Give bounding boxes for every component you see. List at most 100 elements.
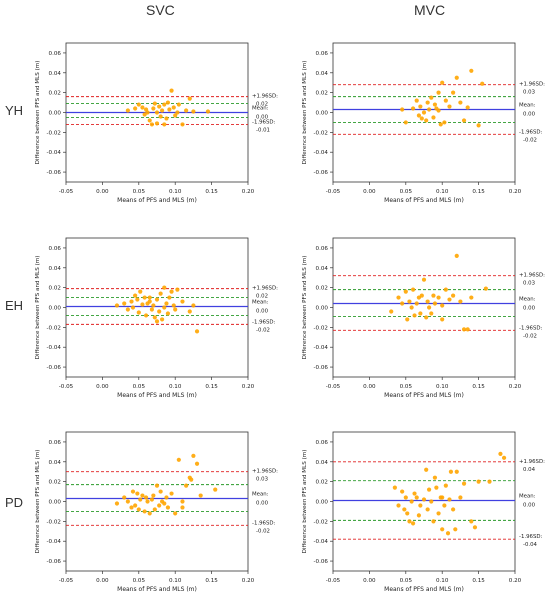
data-point xyxy=(164,301,169,306)
y-tick-label: 0.02 xyxy=(49,480,61,486)
y-axis-label: Difference between PFS and MLS (m) xyxy=(35,61,41,165)
chart-panel-yh-svc: -0.05 0.00 0.05 0.10 0.15 0.20 -0.06 -0.04 -0.02… xyxy=(35,42,278,204)
data-point xyxy=(157,104,162,109)
data-point xyxy=(164,495,169,500)
data-point xyxy=(458,299,463,304)
mean-title: Mean: xyxy=(252,106,269,112)
data-point xyxy=(483,286,488,291)
mean-title: Mean: xyxy=(519,494,536,500)
data-point xyxy=(147,511,152,516)
y-tick-label: 0.00 xyxy=(49,111,62,117)
data-point xyxy=(191,303,196,308)
data-point xyxy=(135,297,140,302)
data-point xyxy=(400,489,405,494)
data-point xyxy=(440,303,445,308)
upper-limit-title: +1.96SD: xyxy=(252,94,278,100)
data-point xyxy=(453,527,458,532)
y-tick-label: -0.02 xyxy=(314,519,328,525)
x-tick-label: 0.10 xyxy=(169,384,182,390)
lower-limit-value: -0.02 xyxy=(523,137,537,143)
x-tick-label: 0.20 xyxy=(242,189,255,195)
data-point xyxy=(159,108,165,113)
data-point xyxy=(412,491,417,496)
x-tick-label: 0.05 xyxy=(400,578,413,584)
upper-limit-value: 0.04 xyxy=(523,467,536,473)
y-tick-label: -0.04 xyxy=(314,345,329,351)
data-point xyxy=(465,105,470,110)
x-tick-label: 0.00 xyxy=(96,384,109,390)
x-tick-label: 0.10 xyxy=(436,189,449,195)
data-point xyxy=(180,299,185,304)
data-point xyxy=(162,285,167,290)
column-header-mvc: MVC xyxy=(414,2,446,18)
data-point xyxy=(198,493,203,498)
data-point xyxy=(476,479,481,484)
data-point xyxy=(447,497,452,502)
data-point xyxy=(175,287,180,292)
data-point xyxy=(136,507,141,512)
data-point xyxy=(176,457,181,462)
data-point xyxy=(443,287,448,292)
y-tick-label: -0.02 xyxy=(47,130,61,136)
data-point xyxy=(187,96,192,101)
data-point xyxy=(405,511,410,516)
data-point xyxy=(400,301,405,306)
data-point xyxy=(142,509,147,514)
data-point xyxy=(425,100,430,105)
data-point xyxy=(147,299,152,304)
y-tick-label: -0.04 xyxy=(314,150,329,156)
data-point xyxy=(154,319,160,324)
data-point xyxy=(436,90,441,95)
data-point xyxy=(447,297,452,302)
data-point xyxy=(451,90,456,95)
data-point xyxy=(454,75,459,80)
data-point xyxy=(472,525,478,530)
data-point xyxy=(407,519,412,524)
data-point xyxy=(414,495,419,500)
x-tick-label: 0.05 xyxy=(400,189,413,195)
mean-title: Mean: xyxy=(252,492,269,498)
x-tick-label: 0.20 xyxy=(509,189,522,195)
data-point xyxy=(125,108,130,113)
y-tick-label: 0.06 xyxy=(316,51,329,57)
x-tick-label: 0.10 xyxy=(436,384,449,390)
y-tick-label: -0.04 xyxy=(314,539,329,545)
y-axis-label: Difference between PFS and MLS (m) xyxy=(35,450,41,554)
data-point xyxy=(440,495,445,500)
plot-frame xyxy=(332,237,516,378)
data-point xyxy=(122,301,127,306)
data-point xyxy=(138,289,143,294)
data-point xyxy=(389,309,394,314)
data-point xyxy=(129,299,134,304)
data-point xyxy=(151,303,156,308)
data-point xyxy=(133,503,138,508)
data-point xyxy=(130,305,136,310)
data-point xyxy=(424,467,429,472)
y-tick-label: 0.04 xyxy=(49,460,62,466)
x-tick-label: 0.05 xyxy=(133,189,146,195)
y-tick-label: 0.04 xyxy=(49,266,62,272)
data-point xyxy=(434,485,439,490)
upper-limit-title: +1.96SD: xyxy=(519,82,545,88)
data-point xyxy=(425,299,430,304)
x-tick-label: -0.05 xyxy=(326,189,341,195)
lower-limit-value: -0.02 xyxy=(256,327,270,333)
data-point xyxy=(191,109,196,114)
data-point xyxy=(147,118,152,123)
y-tick-label: 0.02 xyxy=(316,286,328,292)
x-tick-label: 0.20 xyxy=(242,384,255,390)
data-point xyxy=(149,497,155,502)
x-tick-label: -0.05 xyxy=(326,578,341,584)
data-point xyxy=(451,293,456,298)
data-point xyxy=(431,115,436,120)
data-point xyxy=(429,499,434,504)
y-axis-label: Difference between PFS and MLS (m) xyxy=(302,450,308,554)
data-point xyxy=(426,305,432,310)
data-point xyxy=(405,317,410,322)
data-point xyxy=(476,123,481,128)
data-point xyxy=(167,107,172,112)
data-point xyxy=(140,302,145,307)
data-point xyxy=(498,451,503,456)
data-point xyxy=(157,309,162,314)
